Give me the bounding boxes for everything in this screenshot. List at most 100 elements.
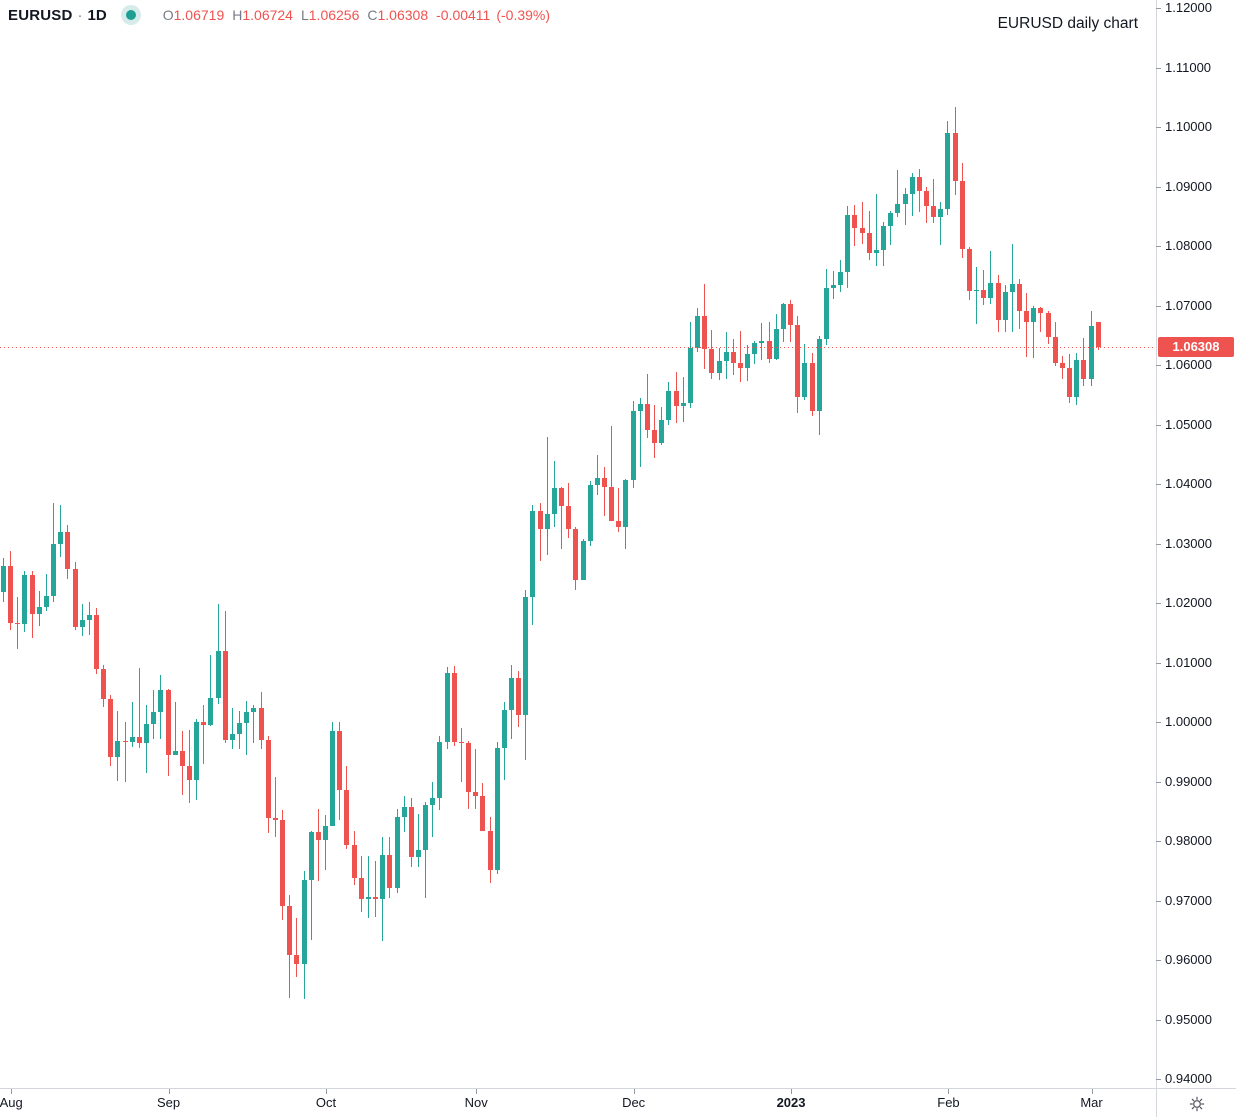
candle-wick xyxy=(175,702,176,755)
candle-wick xyxy=(375,861,376,917)
candle xyxy=(895,204,900,213)
candle-wick xyxy=(540,503,541,561)
price-axis-label: 1.02000 xyxy=(1165,595,1212,610)
candle-wick xyxy=(368,856,369,918)
time-axis-label: Feb xyxy=(937,1095,960,1110)
high-value: 1.06724 xyxy=(242,7,293,23)
candle-wick xyxy=(132,702,133,747)
candle xyxy=(788,304,793,325)
change-value: -0.00411 xyxy=(436,7,491,23)
candle-wick xyxy=(905,188,906,225)
candle xyxy=(201,722,206,725)
candle-wick xyxy=(640,398,641,467)
candle xyxy=(151,712,156,724)
timeframe-label[interactable]: 1D xyxy=(87,6,107,24)
candle xyxy=(259,708,264,740)
candle xyxy=(480,796,485,831)
candle xyxy=(867,233,872,253)
candle-wick xyxy=(125,722,126,782)
candle xyxy=(402,807,407,817)
candle xyxy=(881,226,886,250)
candle xyxy=(473,792,478,796)
candle xyxy=(180,751,185,766)
candle-wick xyxy=(976,267,977,324)
low-label: L xyxy=(300,7,309,23)
candle xyxy=(194,722,199,780)
candle xyxy=(359,878,364,899)
candle xyxy=(831,285,836,288)
candle xyxy=(903,194,908,204)
candle xyxy=(423,805,428,850)
candle xyxy=(509,678,514,710)
candle xyxy=(802,363,807,397)
candle xyxy=(337,731,342,790)
candle xyxy=(137,737,142,743)
candle xyxy=(1074,360,1079,397)
candle xyxy=(974,290,979,291)
candle-wick xyxy=(618,488,619,532)
candle xyxy=(917,177,922,191)
candle xyxy=(158,690,163,712)
candle xyxy=(545,514,550,529)
price-scale[interactable]: 1.06308 1.12000 1.11000 1.10000 1.09000 1.08… xyxy=(1157,0,1236,1088)
low-value: 1.06256 xyxy=(308,7,360,23)
time-scale[interactable]: Aug Sep Oct Nov Dec 2023 Feb Mar xyxy=(0,1089,1236,1117)
candle xyxy=(745,354,750,368)
candle xyxy=(781,304,786,329)
price-axis-label: 1.11000 xyxy=(1165,59,1212,75)
candle xyxy=(838,272,843,285)
candle xyxy=(516,678,521,715)
candle xyxy=(988,283,993,298)
candle-wick xyxy=(897,170,898,217)
candle-wick xyxy=(246,701,247,755)
time-axis-label: Aug xyxy=(0,1095,23,1110)
candle xyxy=(294,955,299,964)
price-axis-label: 1.10000 xyxy=(1165,119,1212,134)
price-axis-label: 0.98000 xyxy=(1165,833,1212,848)
candle xyxy=(717,361,722,373)
candle xyxy=(845,215,850,272)
candle xyxy=(73,569,78,627)
chart-title-annotation: EURUSD daily chart xyxy=(997,15,1138,32)
candle xyxy=(1067,368,1072,397)
candle-wick xyxy=(862,202,863,244)
candle xyxy=(216,651,221,698)
candle xyxy=(552,488,557,514)
candle xyxy=(108,699,113,757)
candle xyxy=(666,391,671,420)
candle xyxy=(981,290,986,298)
candle xyxy=(824,288,829,339)
candle xyxy=(387,855,392,888)
candle xyxy=(316,832,321,840)
candle xyxy=(373,897,378,899)
market-status-icon[interactable] xyxy=(120,5,141,25)
candle xyxy=(430,798,435,805)
candle xyxy=(1017,284,1022,311)
candle xyxy=(1038,308,1043,313)
candle-wick xyxy=(890,211,891,245)
candle-wick xyxy=(418,814,419,867)
candle xyxy=(910,177,915,194)
candle-wick xyxy=(1026,293,1027,357)
candle xyxy=(688,348,693,403)
candle xyxy=(251,708,256,712)
candle xyxy=(330,731,335,826)
candle xyxy=(437,742,442,798)
candle xyxy=(37,607,42,614)
candle xyxy=(65,532,70,569)
candle xyxy=(523,597,528,715)
time-axis-label: Sep xyxy=(156,1095,181,1110)
candle-wick xyxy=(46,574,47,611)
candle xyxy=(416,850,421,857)
settings-gear-icon[interactable] xyxy=(1189,1096,1205,1112)
price-axis-label: 1.12000 xyxy=(1165,0,1212,15)
candle xyxy=(302,880,307,964)
price-axis-label: 1.00000 xyxy=(1165,714,1212,729)
candle xyxy=(409,807,414,857)
candle xyxy=(366,897,371,899)
candle xyxy=(674,391,679,406)
candle-wick xyxy=(611,426,612,521)
candle xyxy=(931,206,936,217)
symbol-name[interactable]: EURUSD xyxy=(8,6,73,24)
